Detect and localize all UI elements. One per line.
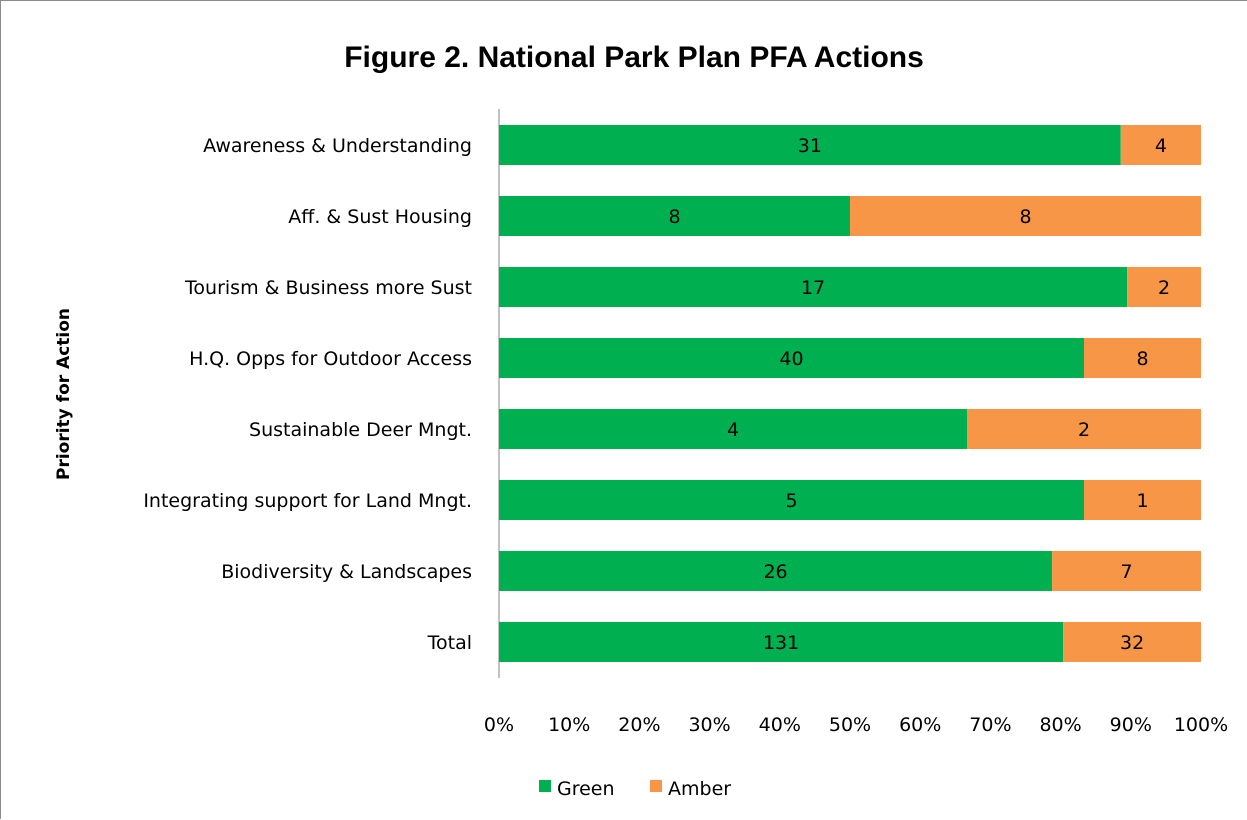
category-label-aff-sust-housing: Aff. & Sust Housing [288, 206, 472, 228]
bar-amber-integrating-support-for-land-mngt [1084, 480, 1201, 520]
x-tick-40-4: 40% [759, 714, 801, 736]
x-tick-60-6: 60% [899, 714, 941, 736]
y-axis-title: Priority for Action [54, 308, 74, 480]
x-tick-100-10: 100% [1174, 714, 1228, 736]
data-label-green-tourism-business-more-sust: 17 [801, 277, 825, 299]
legend: Green Amber [539, 778, 731, 800]
data-label-green-h-q-opps-for-outdoor-access: 40 [779, 348, 803, 370]
bar-green-sustainable-deer-mngt [499, 409, 967, 449]
bar-amber-total [1063, 622, 1201, 662]
legend-swatch-green [539, 780, 551, 792]
data-label-amber-awareness-understanding: 4 [1155, 135, 1167, 157]
bar-amber-h-q-opps-for-outdoor-access [1084, 338, 1201, 378]
bar-green-biodiversity-landscapes [499, 551, 1053, 591]
bar-green-h-q-opps-for-outdoor-access [499, 338, 1084, 378]
bar-amber-biodiversity-landscapes [1052, 551, 1201, 591]
bar-amber-tourism-business-more-sust [1127, 267, 1201, 307]
data-label-green-awareness-understanding: 31 [798, 135, 822, 157]
data-label-green-total: 131 [763, 632, 799, 654]
chart-title: Figure 2. National Park Plan PFA Actions [344, 41, 924, 74]
x-tick-labels: 0% 10% 20% 30% 40% 50% 60% 70% 80% 90% 100% [484, 714, 1228, 736]
x-tick-10-1: 10% [548, 714, 590, 736]
data-label-amber-tourism-business-more-sust: 2 [1158, 277, 1170, 299]
category-label-h-q-opps-for-outdoor-access: H.Q. Opps for Outdoor Access [189, 348, 472, 370]
category-label-integrating-support-for-land-mngt: Integrating support for Land Mngt. [143, 490, 472, 512]
x-tick-70-7: 70% [969, 714, 1011, 736]
x-tick-90-9: 90% [1110, 714, 1152, 736]
data-label-amber-aff-sust-housing: 8 [1019, 206, 1031, 228]
data-label-green-biodiversity-landscapes: 26 [763, 561, 787, 583]
bar-amber-sustainable-deer-mngt [967, 409, 1201, 449]
x-tick-20-2: 20% [618, 714, 660, 736]
bar-amber-awareness-understanding [1120, 125, 1201, 165]
data-label-amber-h-q-opps-for-outdoor-access: 8 [1136, 348, 1148, 370]
x-tick-30-3: 30% [688, 714, 730, 736]
bar-green-total [499, 622, 1064, 662]
data-label-green-integrating-support-for-land-mngt: 5 [785, 490, 797, 512]
x-tick-0-0: 0% [484, 714, 514, 736]
legend-label-green: Green [557, 778, 615, 800]
bar-green-tourism-business-more-sust [499, 267, 1128, 307]
legend-label-amber: Amber [668, 778, 731, 800]
bar-green-aff-sust-housing [499, 196, 850, 236]
x-tick-80-8: 80% [1039, 714, 1081, 736]
category-label-total: Total [427, 632, 472, 654]
data-label-amber-sustainable-deer-mngt: 2 [1078, 419, 1090, 441]
bar-green-awareness-understanding [499, 125, 1121, 165]
bars-group: 31 4 8 8 17 2 40 8 4 2 5 1 26 7 131 32 [499, 125, 1201, 662]
data-label-amber-biodiversity-landscapes: 7 [1121, 561, 1133, 583]
bar-green-integrating-support-for-land-mngt [499, 480, 1084, 520]
category-label-sustainable-deer-mngt: Sustainable Deer Mngt. [249, 419, 472, 441]
legend-swatch-amber [650, 780, 662, 792]
category-label-biodiversity-landscapes: Biodiversity & Landscapes [221, 561, 472, 583]
data-label-amber-total: 32 [1120, 632, 1144, 654]
bar-amber-aff-sust-housing [850, 196, 1201, 236]
x-tick-50-5: 50% [829, 714, 871, 736]
category-labels: Awareness & Understanding Aff. & Sust Hou… [143, 135, 472, 654]
data-label-amber-integrating-support-for-land-mngt: 1 [1136, 490, 1148, 512]
data-label-green-aff-sust-housing: 8 [668, 206, 680, 228]
category-label-tourism-business-more-sust: Tourism & Business more Sust [184, 277, 472, 299]
data-label-green-sustainable-deer-mngt: 4 [727, 419, 739, 441]
category-label-awareness-understanding: Awareness & Understanding [203, 135, 472, 157]
